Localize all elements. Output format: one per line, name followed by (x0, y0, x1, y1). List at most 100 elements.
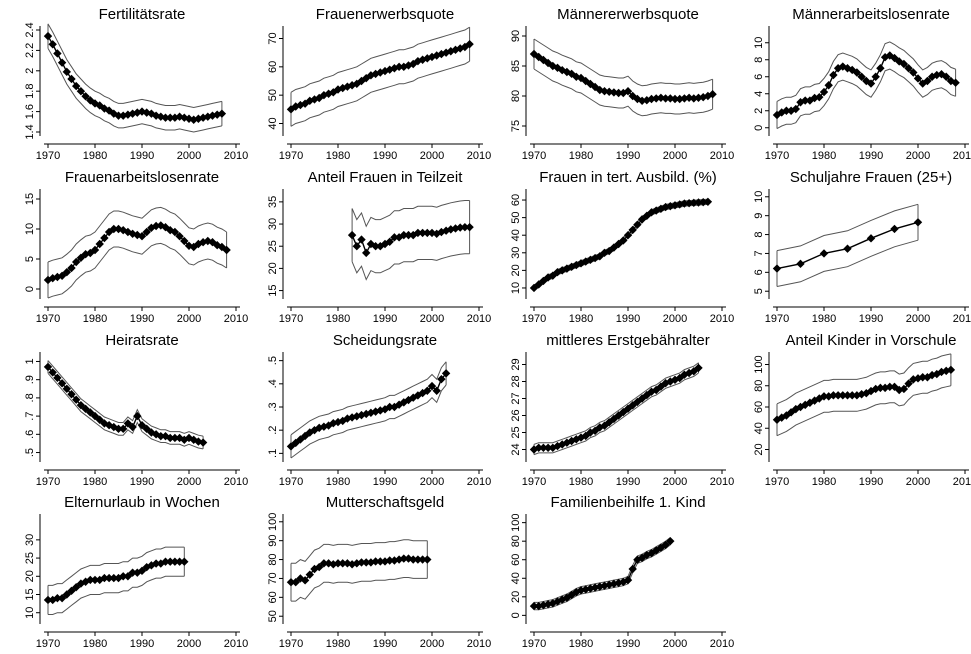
data-point (824, 392, 833, 401)
data-point (590, 82, 600, 92)
y-tick-label: 50 (267, 610, 279, 622)
data-point (95, 415, 104, 424)
data-point (708, 90, 717, 99)
y-tick-label: 35 (267, 196, 279, 208)
upper-band (290, 26, 470, 93)
x-tick-label: 2000 (663, 150, 687, 162)
data-point (652, 94, 661, 103)
data-point (380, 66, 390, 76)
data-point (362, 248, 371, 258)
data-point (684, 199, 694, 208)
data-point (67, 263, 76, 273)
data-point (437, 374, 446, 384)
data-point (465, 222, 474, 232)
y-tick-label: 40 (510, 229, 522, 241)
data-point (633, 555, 642, 564)
upper-band (48, 546, 185, 586)
data-point (609, 579, 619, 589)
data-point (946, 365, 956, 375)
data-point (819, 392, 829, 401)
y-tick-label: 40 (753, 422, 765, 434)
data-point (539, 600, 548, 610)
data-point (296, 100, 305, 110)
data-point (166, 113, 175, 122)
data-point (109, 573, 118, 583)
data-point (104, 573, 114, 583)
y-tick-label: 6 (753, 269, 765, 275)
y-tick-label: 50 (510, 211, 522, 223)
data-point (161, 113, 170, 122)
data-point (53, 373, 62, 383)
data-point (876, 383, 885, 393)
x-tick-label: 1990 (616, 313, 640, 325)
data-point (824, 81, 833, 90)
data-point (689, 198, 698, 208)
data-point (572, 435, 581, 444)
x-tick-label: 1980 (812, 313, 836, 325)
y-tick-label: 40 (510, 572, 522, 584)
data-point (558, 595, 567, 604)
y-tick-label: 4 (753, 91, 765, 97)
data-point (895, 57, 904, 66)
lower-band (776, 385, 952, 437)
data-point (170, 433, 180, 443)
data-point (465, 39, 474, 49)
y-tick-label: 2.2 (24, 43, 36, 58)
data-point (666, 201, 675, 211)
data-point (772, 264, 782, 273)
x-tick-label: 1980 (326, 638, 350, 650)
x-tick-label: 1990 (859, 150, 883, 162)
x-tick-label: 1990 (616, 476, 640, 488)
y-tick-label: 10 (24, 607, 36, 619)
data-point (904, 379, 913, 388)
data-point (208, 111, 217, 120)
data-point (409, 555, 418, 564)
x-tick-label: 2010 (224, 638, 248, 650)
lower-band (47, 372, 204, 450)
data-point (558, 440, 567, 449)
data-point (366, 239, 376, 249)
data-point (866, 234, 876, 243)
x-tick-label: 1980 (569, 476, 593, 488)
data-point (628, 401, 637, 410)
x-tick-label: 1970 (279, 150, 303, 162)
data-point (427, 381, 437, 391)
x-tick-label: 2010 (224, 150, 248, 162)
data-point (222, 245, 231, 255)
data-point (619, 236, 628, 245)
data-point (843, 244, 852, 253)
y-tick-label: .7 (24, 412, 36, 421)
data-point (100, 573, 109, 583)
upper-band (776, 353, 952, 405)
y-tick-label: 8 (753, 57, 765, 63)
y-tick-label: 60 (510, 194, 522, 206)
data-point (48, 368, 57, 377)
y-tick-label: 20 (510, 591, 522, 603)
data-point (67, 74, 76, 84)
data-point (57, 58, 67, 67)
panel-title: Frauen in tert. Ausbild. (%) (539, 169, 717, 186)
data-point (637, 215, 647, 224)
x-tick-label: 1980 (83, 476, 107, 488)
panel-14: Mutterschaftsgeld 1970 1980 1990 2000 2010 50 6… (267, 494, 491, 650)
data-point (529, 601, 539, 611)
data-point (114, 111, 123, 120)
data-point (791, 404, 800, 414)
x-tick-label: 1970 (765, 150, 789, 162)
upper-band (351, 200, 470, 228)
x-tick-label: 1990 (373, 150, 397, 162)
upper-band (290, 361, 447, 436)
x-tick-label: 2000 (663, 313, 687, 325)
data-point (684, 93, 694, 102)
lower-band (351, 253, 470, 281)
data-point (81, 92, 90, 101)
data-point (151, 559, 161, 568)
data-point (423, 555, 432, 564)
data-point (815, 394, 824, 403)
data-point (661, 94, 670, 103)
y-tick-label: 0 (753, 125, 765, 131)
panel-2: Frauenerwerbsquote 1970 1980 1990 2000 2010 40… (267, 6, 491, 162)
data-point (815, 92, 824, 102)
x-tick-label: 2010 (710, 476, 734, 488)
